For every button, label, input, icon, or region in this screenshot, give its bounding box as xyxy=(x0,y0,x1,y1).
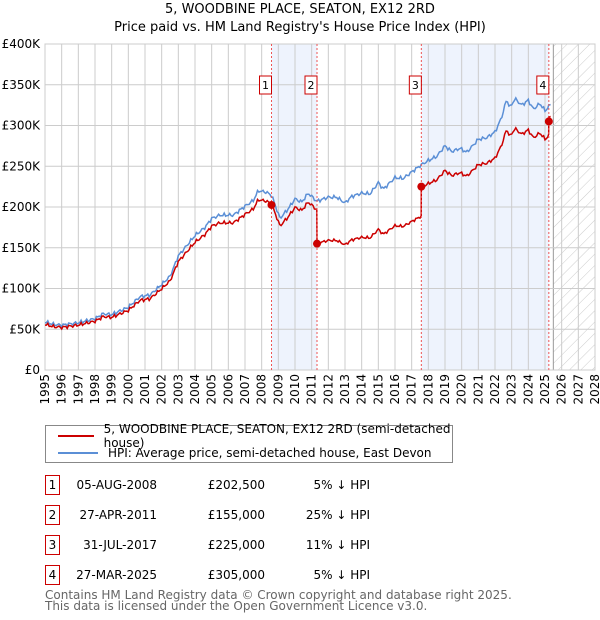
sale-price: £155,000 xyxy=(207,508,265,522)
sale-number-box xyxy=(408,75,422,95)
x-tick-label: 1997 xyxy=(71,374,85,405)
hpi-line xyxy=(45,96,551,329)
sale-number-label: 4 xyxy=(539,79,546,92)
property-price-line xyxy=(45,115,551,331)
x-tick-label: 2008 xyxy=(255,374,269,405)
sale-point xyxy=(544,117,553,126)
x-tick-label: 2010 xyxy=(288,374,302,405)
sale-price: £202,500 xyxy=(207,478,265,492)
y-tick-label: £300K xyxy=(2,119,42,133)
sale-number-box xyxy=(259,75,272,95)
sale-point xyxy=(267,200,276,209)
sale-number-box xyxy=(304,75,318,95)
x-tick-label: 2004 xyxy=(188,374,202,405)
sale-hpi-diff: 11% ↓ HPI xyxy=(305,538,370,552)
y-tick-label: £50K xyxy=(9,322,41,336)
price-chart: 1995 1996 1997 1998 1999 2000 2001 2002 2003 2004… xyxy=(2,37,600,405)
x-tick-label: 2016 xyxy=(388,374,402,405)
x-tick-label: 2007 xyxy=(238,374,252,405)
sale-number: 3 xyxy=(45,535,60,555)
x-tick-label: 2005 xyxy=(205,374,219,405)
x-tick-label: 2006 xyxy=(221,374,235,405)
sale-number-box xyxy=(536,75,550,95)
sale-point xyxy=(313,239,321,248)
y-tick-label: £150K xyxy=(2,241,42,255)
sale-date: 31-JUL-2017 xyxy=(83,538,157,552)
sale-number: 1 xyxy=(45,475,60,495)
y-tick-label: £400K xyxy=(2,37,42,51)
y-tick-label: £250K xyxy=(2,159,42,173)
blue-line-swatch xyxy=(58,452,98,454)
x-tick-label: 2025 xyxy=(538,374,552,405)
x-tick-label: 2011 xyxy=(305,374,319,405)
x-tick-label: 2021 xyxy=(471,374,485,405)
y-tick-label: £200K xyxy=(2,200,42,214)
sale-date: 27-MAR-2025 xyxy=(76,568,157,582)
x-tick-label: 2018 xyxy=(421,374,435,405)
x-tick-label: 2028 xyxy=(588,374,600,405)
y-tick-label: £0 xyxy=(25,363,40,377)
x-tick-label: 2009 xyxy=(271,374,285,405)
sale-number-label: 1 xyxy=(262,79,269,92)
sale-number: 4 xyxy=(45,565,60,585)
x-tick-label: 2027 xyxy=(571,374,585,405)
sale-number-label: 2 xyxy=(308,79,315,92)
x-tick-label: 2017 xyxy=(405,374,419,405)
x-tick-label: 2013 xyxy=(338,374,352,405)
x-tick-label: 2014 xyxy=(355,374,369,405)
x-tick-label: 1998 xyxy=(88,374,102,405)
sale-price: £225,000 xyxy=(207,538,265,552)
sale-number: 2 xyxy=(45,505,60,525)
sale-hpi-diff: 5% ↓ HPI xyxy=(313,568,370,582)
y-tick-label: £100K xyxy=(2,282,42,296)
x-tick-label: 1999 xyxy=(105,374,119,405)
sale-date: 27-APR-2011 xyxy=(79,508,157,522)
x-tick-label: 2012 xyxy=(321,374,335,405)
x-tick-label: 2000 xyxy=(121,374,135,405)
plot-frame xyxy=(44,43,596,371)
x-tick-label: 2002 xyxy=(155,374,169,405)
chart-subtitle: Price paid vs. HM Land Registry's House … xyxy=(114,20,486,35)
red-line-swatch xyxy=(58,435,94,437)
x-tick-label: 2001 xyxy=(138,374,152,405)
footer-licence: This data is licensed under the Open Gov… xyxy=(45,599,428,613)
legend-label: HPI: Average price, semi-detached house,… xyxy=(108,446,432,460)
sale-hpi-diff: 25% ↓ HPI xyxy=(305,508,370,522)
x-tick-label: 1995 xyxy=(38,374,52,405)
legend-item-property: 5, WOODBINE PLACE, SEATON, EX12 2RD (sem… xyxy=(58,422,452,450)
y-tick-label: £350K xyxy=(2,78,42,92)
legend: 5, WOODBINE PLACE, SEATON, EX12 2RD (sem… xyxy=(45,422,453,463)
x-tick-label: 2003 xyxy=(171,374,185,405)
footer-copyright: Contains HM Land Registry data © Crown c… xyxy=(45,588,512,602)
x-tick-label: 2026 xyxy=(555,374,569,405)
chart-title: 5, WOODBINE PLACE, SEATON, EX12 2RD xyxy=(165,2,435,17)
x-tick-label: 2020 xyxy=(455,374,469,405)
sale-hpi-diff: 5% ↓ HPI xyxy=(313,478,370,492)
sale-point xyxy=(417,182,426,191)
x-tick-label: 2024 xyxy=(521,374,535,405)
x-tick-label: 2019 xyxy=(438,374,452,405)
sale-price: £305,000 xyxy=(207,568,265,582)
x-tick-label: 2023 xyxy=(505,374,519,405)
x-tick-label: 2015 xyxy=(371,374,385,405)
x-tick-label: 1996 xyxy=(55,374,69,405)
sale-number-label: 3 xyxy=(412,79,419,92)
sale-date: 05-AUG-2008 xyxy=(76,478,158,492)
x-tick-label: 2022 xyxy=(488,374,502,405)
legend-label: 5, WOODBINE PLACE, SEATON, EX12 2RD (sem… xyxy=(103,422,451,450)
legend-item-hpi: HPI: Average price, semi-detached house,… xyxy=(58,446,432,460)
